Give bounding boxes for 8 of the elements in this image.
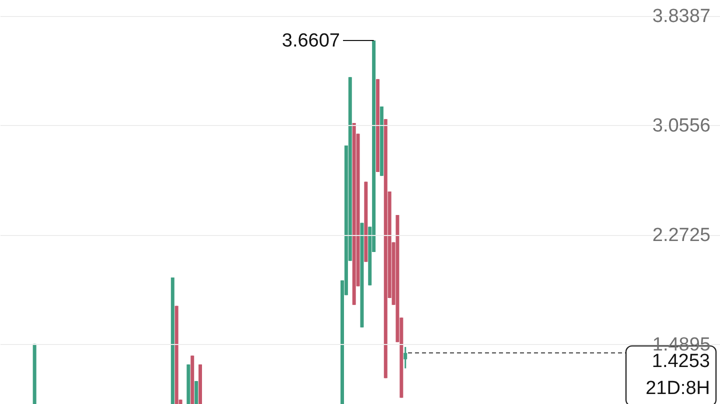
annotation: 21D:8H xyxy=(646,378,710,399)
candlestick xyxy=(194,380,198,404)
y-tick-label: 2.2725 xyxy=(652,225,710,246)
annotation: 3.6607 xyxy=(282,30,340,52)
y-tick-label: 3.0556 xyxy=(652,116,710,137)
y-tick-label: 3.8387 xyxy=(652,6,710,28)
candlestick xyxy=(404,346,408,370)
ref-line-label: 1.4253 xyxy=(652,350,710,372)
